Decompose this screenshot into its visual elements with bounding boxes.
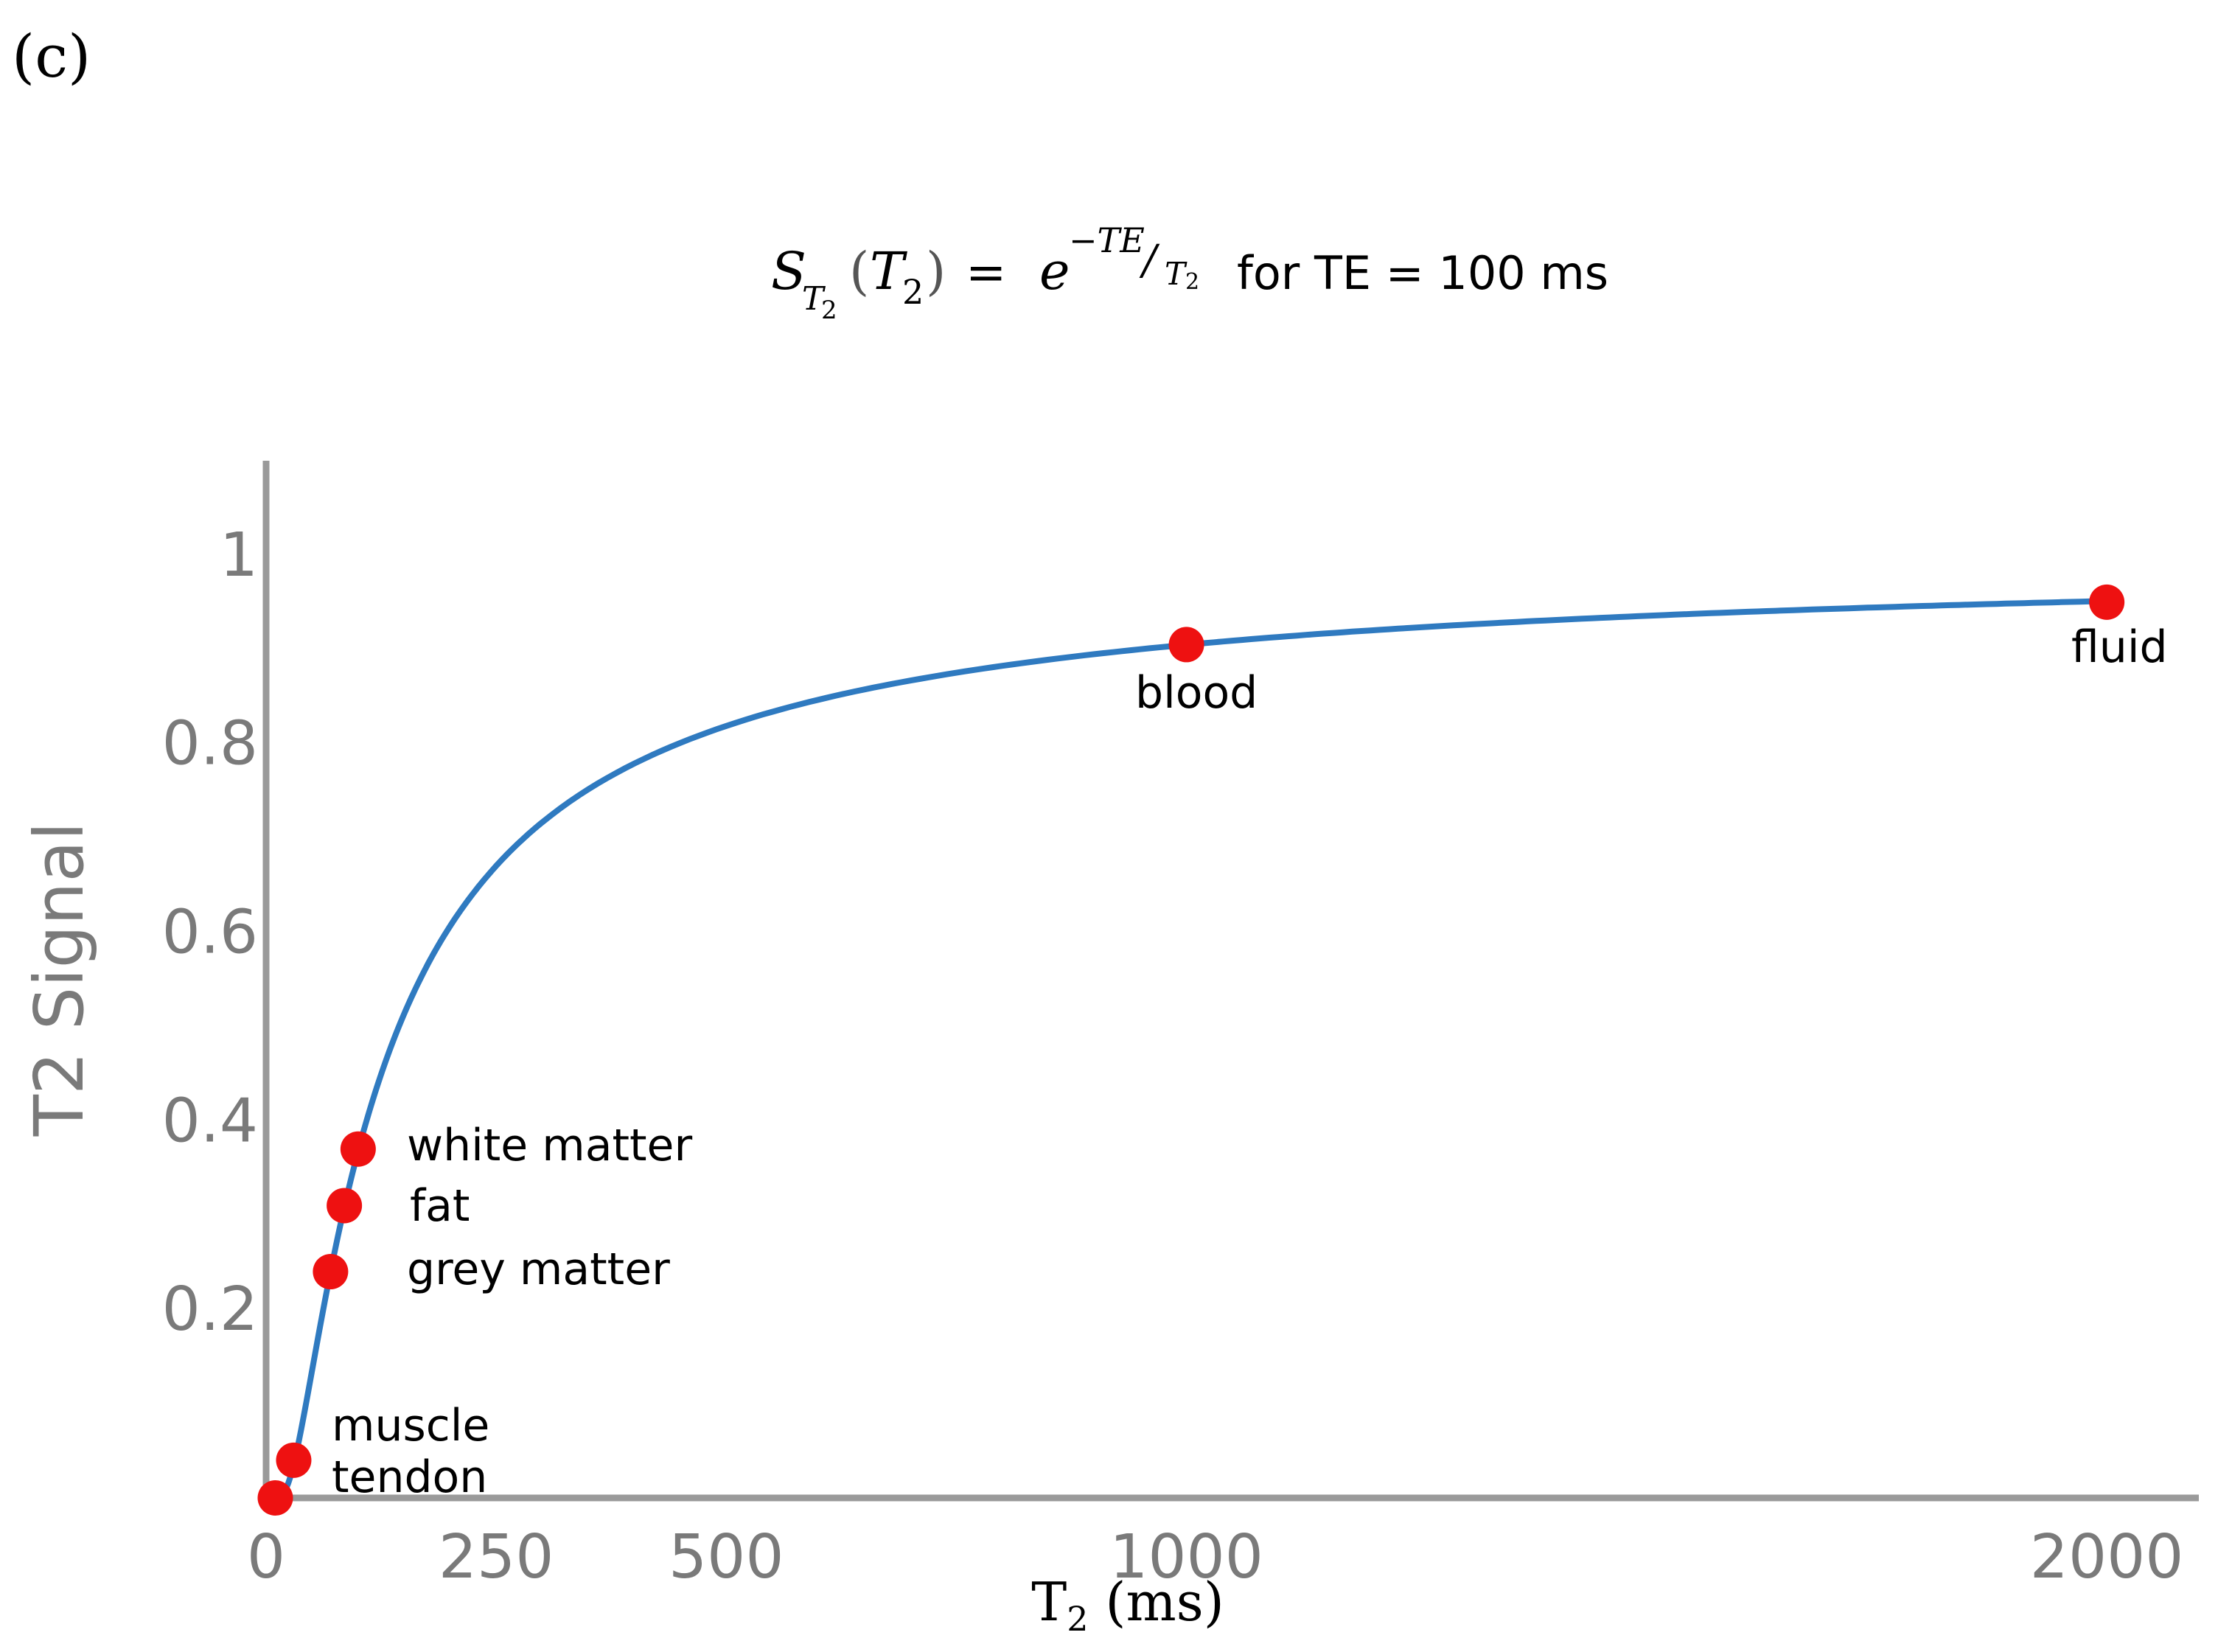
formula-paren-close: ) bbox=[926, 241, 946, 302]
formula-arg-2: 2 bbox=[902, 272, 924, 312]
formula-equals: = bbox=[966, 244, 1006, 301]
formula-exponent: −TE bbox=[1069, 220, 1145, 260]
label-fluid: fluid bbox=[2071, 621, 2168, 673]
y-tick-label-4: 1 bbox=[220, 520, 258, 590]
label-grey-matter: grey matter bbox=[407, 1244, 670, 1295]
x-axis-label-unit: (ms) bbox=[1089, 1571, 1224, 1633]
formula-denominator-t: T bbox=[1165, 256, 1188, 292]
point-labels: white matter fat grey matter muscle tend… bbox=[332, 621, 2168, 1503]
x-tick-label-1: 250 bbox=[439, 1522, 554, 1592]
formula-s: S bbox=[771, 241, 806, 302]
x-tick-labels: 0 250 500 1000 2000 bbox=[247, 1522, 2184, 1592]
formula-s-sub-t: T bbox=[802, 280, 826, 318]
panel-label: (c) bbox=[12, 22, 91, 91]
y-axis-label: T2 Signal bbox=[20, 822, 99, 1137]
y-tick-label-1: 0.4 bbox=[162, 1086, 258, 1156]
x-axis-label-t: T bbox=[1031, 1571, 1067, 1633]
data-points bbox=[257, 584, 2125, 1516]
formula-s-sub-2: 2 bbox=[821, 296, 837, 325]
formula-slash: / bbox=[1139, 237, 1160, 285]
x-tick-label-3: 1000 bbox=[1109, 1522, 1263, 1592]
data-point-5 bbox=[340, 1131, 376, 1167]
x-axis-label: T2 (ms) bbox=[1031, 1571, 1224, 1639]
formula-paren-open: ( bbox=[849, 241, 869, 302]
formula-arg-t: T bbox=[870, 241, 907, 302]
label-tendon: tendon bbox=[332, 1451, 487, 1503]
label-fat: fat bbox=[410, 1180, 470, 1232]
label-muscle: muscle bbox=[332, 1400, 489, 1451]
x-tick-label-0: 0 bbox=[247, 1522, 285, 1592]
y-tick-label-0: 0.2 bbox=[162, 1275, 258, 1345]
x-axis-label-sub: 2 bbox=[1067, 1599, 1088, 1639]
x-tick-label-4: 2000 bbox=[2030, 1522, 2184, 1592]
data-point-0 bbox=[257, 1480, 293, 1516]
y-tick-label-3: 0.8 bbox=[162, 709, 258, 779]
y-tick-label-2: 0.6 bbox=[162, 898, 258, 968]
data-point-3 bbox=[313, 1254, 349, 1290]
formula-denominator-2: 2 bbox=[1185, 269, 1199, 295]
label-blood: blood bbox=[1135, 667, 1258, 719]
formula-suffix: for TE = 100 ms bbox=[1237, 246, 1608, 300]
formula-title: S T 2 ( T 2 ) = e −TE / T 2 for TE = 100… bbox=[771, 220, 1608, 325]
label-white-matter: white matter bbox=[407, 1120, 692, 1171]
data-point-1 bbox=[276, 1442, 312, 1478]
data-point-4 bbox=[327, 1188, 363, 1224]
data-point-7 bbox=[2089, 584, 2125, 620]
data-point-6 bbox=[1168, 627, 1204, 663]
formula-base: e bbox=[1039, 241, 1070, 302]
x-tick-label-2: 500 bbox=[669, 1522, 784, 1592]
series-line bbox=[275, 598, 2107, 1501]
y-tick-labels: 0.2 0.4 0.6 0.8 1 bbox=[162, 520, 258, 1345]
